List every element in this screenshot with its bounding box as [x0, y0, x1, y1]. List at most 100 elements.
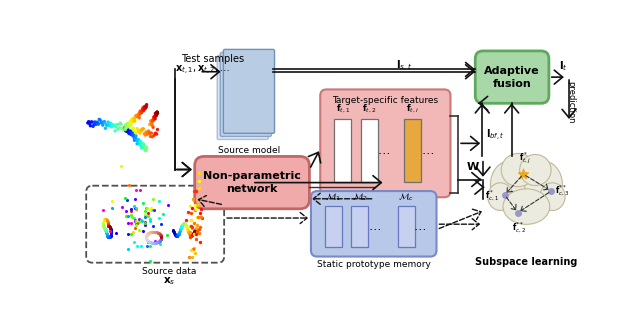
Point: [131, 114, 141, 119]
Bar: [360, 119, 378, 182]
Point: [194, 227, 204, 232]
Point: [177, 222, 188, 227]
Point: [131, 130, 141, 135]
Point: [106, 227, 116, 232]
Point: [143, 129, 154, 133]
Point: [131, 188, 141, 193]
Point: [136, 110, 147, 115]
Point: [147, 118, 157, 123]
Point: [107, 206, 117, 211]
Point: [192, 229, 202, 234]
Point: [138, 105, 148, 110]
Text: $\mathbf{l}_t$: $\mathbf{l}_t$: [559, 59, 568, 73]
Point: [156, 233, 166, 238]
Point: [156, 232, 166, 237]
FancyBboxPatch shape: [220, 53, 271, 136]
Point: [173, 232, 183, 237]
Point: [163, 203, 173, 208]
Point: [156, 238, 166, 243]
Point: [186, 247, 196, 252]
Point: [189, 188, 199, 193]
Point: [104, 224, 115, 229]
Point: [146, 120, 156, 125]
Point: [127, 131, 138, 136]
Point: [182, 225, 192, 230]
Point: [140, 148, 150, 153]
Point: [122, 121, 132, 126]
Point: [152, 240, 162, 245]
Point: [106, 231, 116, 236]
Point: [108, 198, 118, 203]
Point: [152, 110, 163, 115]
Point: [133, 112, 143, 117]
Point: [131, 223, 141, 228]
Point: [140, 144, 150, 149]
Text: $\ldots$: $\ldots$: [368, 220, 381, 233]
Point: [152, 132, 162, 137]
Point: [104, 122, 114, 127]
Point: [132, 114, 142, 119]
Point: [145, 122, 156, 127]
Point: [151, 112, 161, 116]
Point: [140, 219, 150, 224]
Point: [131, 222, 141, 226]
Point: [154, 239, 164, 243]
Point: [103, 120, 113, 125]
Point: [154, 216, 164, 221]
Point: [98, 123, 108, 128]
Text: $\mathbf{f}_{t,1}$: $\mathbf{f}_{t,1}$: [335, 103, 350, 115]
Point: [187, 233, 197, 238]
Point: [120, 125, 131, 130]
Point: [178, 222, 188, 226]
Point: [104, 235, 114, 240]
Point: [149, 114, 159, 119]
Point: [146, 240, 156, 245]
Point: [150, 114, 161, 119]
Point: [91, 122, 101, 127]
Point: [513, 210, 523, 215]
Point: [83, 119, 93, 124]
Bar: [325, 206, 342, 247]
Point: [185, 232, 195, 237]
Point: [128, 133, 138, 138]
Point: [122, 197, 132, 202]
Point: [139, 143, 149, 148]
Point: [121, 208, 131, 213]
Point: [133, 128, 143, 133]
Point: [136, 128, 146, 133]
Point: [132, 220, 142, 225]
Point: [126, 120, 136, 125]
Point: [186, 233, 196, 238]
Point: [138, 107, 148, 112]
Text: $\mathbf{f}^{**}_{c,2}$: $\mathbf{f}^{**}_{c,2}$: [513, 220, 527, 235]
Point: [191, 215, 202, 220]
Point: [546, 188, 556, 193]
Point: [138, 126, 148, 131]
Point: [152, 111, 162, 116]
Point: [106, 232, 116, 237]
Point: [129, 138, 140, 143]
Text: $\mathbf{l}_{s,t}$: $\mathbf{l}_{s,t}$: [396, 59, 412, 74]
Point: [103, 221, 113, 226]
Text: $\mathbf{f}^*_{c,1}$: $\mathbf{f}^*_{c,1}$: [484, 188, 499, 203]
Point: [100, 227, 110, 232]
Point: [127, 120, 137, 125]
Point: [134, 141, 145, 146]
Point: [131, 219, 141, 224]
Point: [148, 117, 158, 122]
Point: [123, 129, 133, 134]
Point: [135, 143, 145, 148]
Point: [122, 126, 132, 131]
Point: [116, 163, 126, 168]
Point: [127, 126, 138, 131]
Point: [157, 211, 168, 216]
Point: [131, 207, 141, 212]
Point: [149, 207, 159, 212]
Point: [105, 225, 115, 230]
Point: [148, 118, 158, 123]
Point: [129, 203, 139, 208]
Point: [127, 215, 138, 220]
Point: [186, 218, 196, 222]
Point: [101, 229, 111, 234]
Ellipse shape: [503, 189, 550, 224]
